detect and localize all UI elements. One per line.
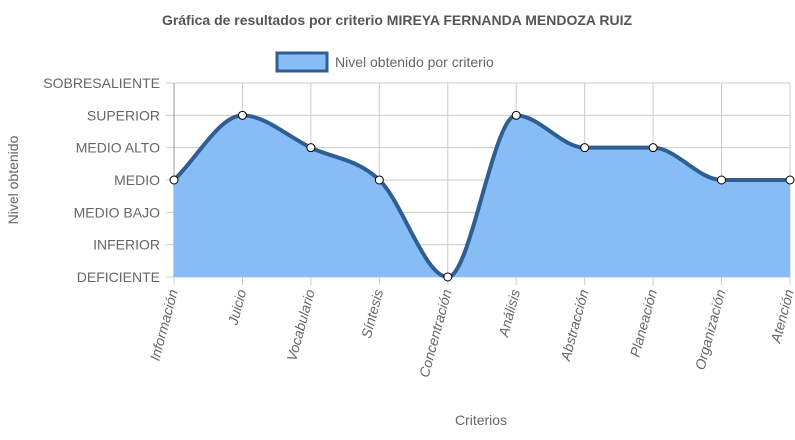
data-point[interactable] xyxy=(443,272,453,282)
x-tick-label: Vocabulario xyxy=(283,287,318,362)
y-axis-title: Nivel obtenido xyxy=(5,135,21,224)
data-point[interactable] xyxy=(648,143,658,153)
data-point[interactable] xyxy=(580,143,590,153)
x-tick-label: Información xyxy=(147,287,181,362)
x-tick-label: Organización xyxy=(692,287,729,371)
x-tick-label: Concentración xyxy=(416,287,455,379)
data-point[interactable] xyxy=(374,175,384,185)
x-tick-label: Atención xyxy=(767,287,795,345)
data-point[interactable] xyxy=(717,175,727,185)
series-line xyxy=(172,113,790,279)
data-point[interactable] xyxy=(169,175,179,185)
data-point[interactable] xyxy=(306,143,316,153)
data-point[interactable] xyxy=(511,110,521,120)
x-tick-label: Abstracción xyxy=(557,287,592,363)
chart-title: Gráfica de resultados por criterio MIREY… xyxy=(162,12,633,28)
x-axis-title: Criterios xyxy=(455,412,507,428)
y-tick-label: DEFICIENTE xyxy=(77,269,160,285)
y-tick-label: MEDIO ALTO xyxy=(76,140,160,156)
legend[interactable]: Nivel obtenido por criterio xyxy=(275,51,494,73)
legend-swatch xyxy=(275,51,329,73)
x-tick-label: Juicio xyxy=(224,287,249,327)
y-tick-label: MEDIO BAJO xyxy=(74,204,160,220)
y-tick-label: SUPERIOR xyxy=(87,107,160,123)
y-tick-label: SOBRESALIENTE xyxy=(43,75,160,91)
y-tick-label: INFERIOR xyxy=(93,237,160,253)
data-point[interactable] xyxy=(237,110,247,120)
x-tick-label: Análisis xyxy=(495,288,523,340)
x-axis-ticks: Información Juicio Vocabulario Síntesis Conc… xyxy=(147,287,795,379)
data-point[interactable] xyxy=(785,175,795,185)
x-tick-label: Planeación xyxy=(627,287,660,358)
y-tick-label: MEDIO xyxy=(114,172,160,188)
legend-label: Nivel obtenido por criterio xyxy=(335,54,494,70)
series-area xyxy=(172,113,790,279)
series-points xyxy=(169,110,795,282)
x-tick-label: Síntesis xyxy=(358,288,386,340)
y-axis-ticks: DEFICIENTE INFERIOR MEDIO BAJO MEDIO MEDIO A… xyxy=(43,75,160,285)
